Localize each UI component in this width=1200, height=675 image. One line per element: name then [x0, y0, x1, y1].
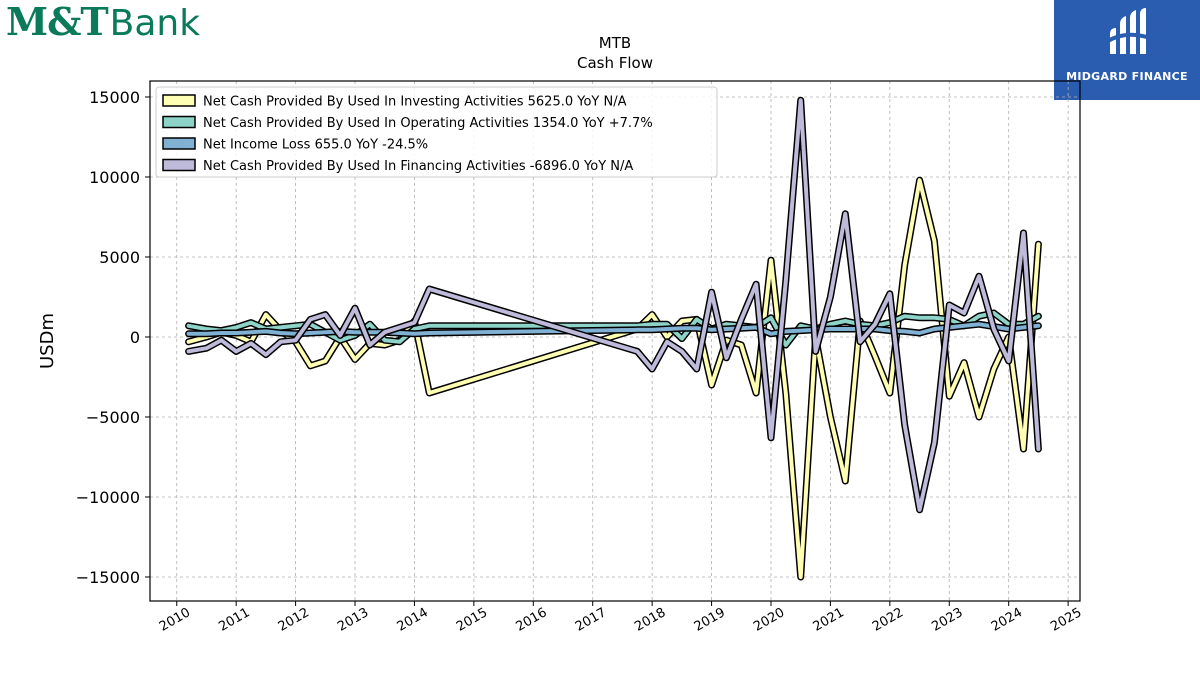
legend: Net Cash Provided By Used In Investing A… — [155, 86, 718, 178]
legend-swatch — [162, 158, 196, 172]
y-tick-label: −15000 — [76, 568, 140, 587]
x-tick-label: 2015 — [454, 605, 490, 635]
y-tick-label: 0 — [130, 328, 140, 347]
x-tick-label: 2021 — [811, 605, 847, 635]
legend-box — [155, 86, 718, 178]
midgard-emblem-icon — [1104, 8, 1151, 54]
y-axis-ticks: −15000 −10000 −5000 0 5000 10000 15000 — [76, 88, 150, 587]
x-tick-label: 2013 — [335, 605, 371, 635]
y-tick-label: 15000 — [89, 88, 140, 107]
logo-secondary-text: Bank — [109, 3, 201, 44]
chart-subtitle: Cash Flow — [577, 54, 653, 72]
x-tick-label: 2012 — [276, 605, 312, 635]
y-axis-label: USDm — [37, 313, 58, 369]
x-tick-label: 2024 — [989, 605, 1025, 635]
mt-bank-logo: M&TBank — [6, 0, 201, 44]
x-tick-label: 2017 — [573, 605, 609, 635]
midgard-logo-text: MIDGARD FINANCE — [1066, 70, 1188, 83]
series-line — [186, 178, 1041, 579]
logo-primary-text: M&T — [6, 0, 109, 44]
x-tick-label: 2011 — [216, 605, 252, 635]
x-tick-label: 2019 — [692, 605, 728, 635]
legend-entry-investing-activities: Net Cash Provided By Used In Investing A… — [203, 95, 627, 110]
x-tick-label: 2022 — [870, 605, 906, 635]
series-financing-activities — [185, 96, 1042, 514]
legend-entry-net-income: Net Income Loss 655.0 YoY -24.5% — [203, 138, 428, 153]
y-tick-label: −5000 — [86, 408, 140, 427]
midgard-finance-logo: MIDGARD FINANCE — [1054, 0, 1200, 100]
x-tick-label: 2014 — [395, 605, 431, 635]
x-axis-ticks: 2010 2011 2012 2013 2014 2015 2016 2017 2018 2019… — [157, 601, 1084, 635]
y-tick-label: 10000 — [89, 168, 140, 187]
series-layer — [185, 96, 1042, 581]
x-tick-label: 2025 — [1048, 605, 1084, 635]
x-tick-label: 2018 — [632, 605, 668, 635]
legend-entry-financing-activities: Net Cash Provided By Used In Financing A… — [203, 159, 633, 174]
legend-swatch — [162, 115, 196, 129]
series-line — [186, 98, 1041, 512]
x-tick-label: 2020 — [751, 605, 787, 635]
legend-swatch — [162, 94, 196, 107]
x-tick-label: 2016 — [513, 605, 549, 635]
series-investing-activities — [185, 176, 1042, 581]
legend-swatch — [162, 137, 196, 150]
y-tick-label: 5000 — [99, 248, 140, 267]
plot-frame — [149, 80, 1081, 602]
chart-title: MTB — [599, 34, 631, 52]
y-tick-label: −10000 — [76, 488, 140, 507]
x-tick-label: 2010 — [157, 605, 193, 635]
x-tick-label: 2023 — [929, 605, 965, 635]
legend-entry-operating-activities: Net Cash Provided By Used In Operating A… — [203, 116, 653, 131]
